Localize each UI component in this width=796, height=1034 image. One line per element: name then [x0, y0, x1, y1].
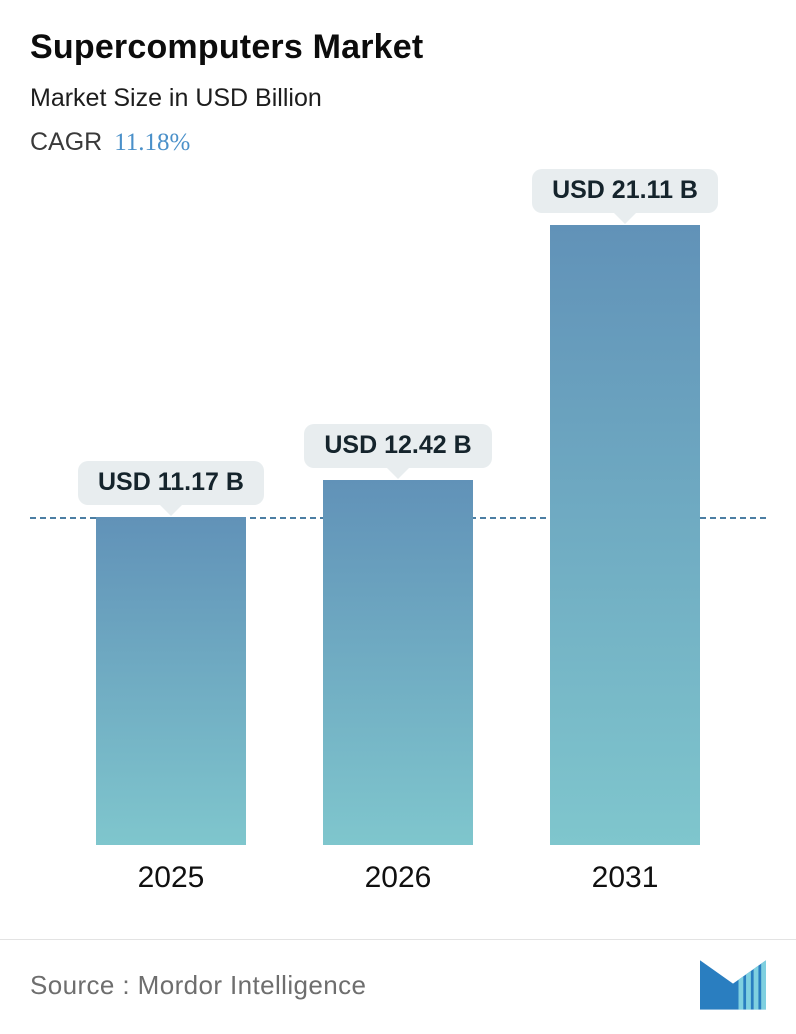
badge-caret-icon: [614, 213, 637, 224]
badge-caret-icon: [159, 505, 182, 516]
source-label: Source :: [30, 969, 131, 1000]
bar-chart: USD 11.17 B 2025 USD 12.42 B 2026 USD 21…: [30, 167, 766, 899]
value-badge: USD 21.11 B: [532, 169, 718, 213]
cagr-label: CAGR: [30, 128, 103, 156]
bar-2031: [550, 225, 701, 845]
cagr-value: 11.18%: [114, 129, 191, 156]
bar-group-2031: USD 21.11 B 2031: [532, 169, 718, 899]
value-badge: USD 12.42 B: [304, 424, 492, 468]
value-badge-label: USD 11.17 B: [98, 468, 244, 496]
value-badge-label: USD 12.42 B: [324, 431, 472, 459]
value-badge-label: USD 21.11 B: [552, 176, 698, 204]
x-axis-label-2031: 2031: [591, 861, 659, 894]
mordor-intelligence-logo: [700, 960, 766, 1010]
value-badge: USD 11.17 B: [78, 461, 264, 505]
chart-subtitle: Market Size in USD Billion: [30, 84, 322, 112]
source-value: Mordor Intelligence: [137, 969, 367, 1000]
bar-group-2025: USD 11.17 B 2025: [78, 461, 264, 899]
source-attribution: Source : Mordor Intelligence: [30, 970, 366, 1001]
chart-footer: Source : Mordor Intelligence: [0, 939, 796, 1034]
badge-caret-icon: [386, 468, 409, 479]
bar-2025: [95, 517, 246, 845]
page-title: Supercomputers Market: [30, 28, 424, 66]
cagr-row: CAGR 11.18%: [30, 128, 766, 157]
x-axis-label-2026: 2026: [364, 861, 432, 894]
x-axis-label-2025: 2025: [137, 861, 205, 894]
bar-2026: [322, 480, 473, 845]
chart-header: Supercomputers Market Market Size in USD…: [0, 0, 796, 157]
bar-group-2026: USD 12.42 B 2026: [304, 424, 492, 899]
